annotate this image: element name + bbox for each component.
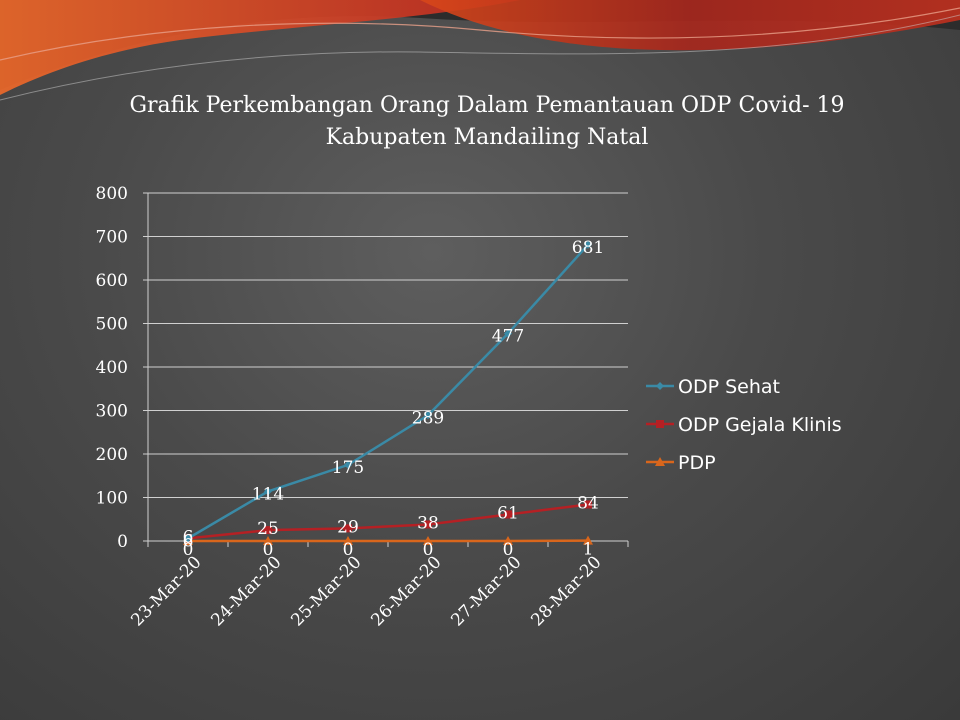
data-point — [344, 460, 352, 469]
y-tick-label: 300 — [96, 402, 128, 422]
y-tick-label: 800 — [96, 184, 128, 204]
data-label: 0 — [343, 540, 354, 560]
data-point — [264, 487, 272, 496]
y-tick-label: 200 — [96, 445, 128, 465]
data-point — [424, 411, 432, 420]
series-line-0 — [187, 243, 589, 540]
x-tick-label: 26-Mar-20 — [367, 552, 445, 630]
data-label: 6 — [183, 527, 194, 547]
legend-label: ODP Gejala Klinis — [678, 414, 842, 436]
header-swoosh — [0, 0, 960, 101]
chart-title-line-1: Grafik Perkembangan Orang Dalam Pemantau… — [129, 93, 844, 118]
data-label: 29 — [337, 517, 359, 537]
y-tick-label: 0 — [117, 532, 128, 552]
legend-label: PDP — [678, 452, 716, 474]
x-tick-label: 23-Mar-20 — [127, 552, 205, 630]
data-point — [424, 520, 432, 529]
data-label: 289 — [412, 408, 444, 428]
data-labels: 6 114 175 289 477 681 6 25 29 38 61 84 0 0 0 0 0 1 — [183, 238, 605, 560]
data-label: 477 — [492, 327, 524, 347]
data-label: 681 — [572, 238, 604, 258]
data-label: 114 — [252, 484, 284, 504]
legend: ODP Sehat ODP Gejala Klinis PDP — [646, 376, 842, 474]
data-label: 6 — [183, 531, 194, 551]
y-tick-label: 700 — [96, 228, 128, 248]
gridlines — [148, 192, 628, 498]
data-label: 61 — [497, 503, 519, 523]
data-point — [583, 535, 593, 545]
legend-marker — [656, 382, 664, 390]
data-point — [184, 534, 192, 543]
data-point — [344, 524, 352, 533]
data-point — [264, 526, 272, 535]
legend-marker — [656, 420, 664, 428]
data-label: 0 — [503, 540, 514, 560]
series-line-1 — [187, 503, 589, 540]
data-label: 0 — [263, 540, 274, 560]
y-tick-label: 600 — [96, 271, 128, 291]
y-tick-label: 500 — [96, 315, 128, 335]
axes — [143, 192, 629, 547]
data-label: 1 — [583, 540, 594, 560]
data-label: 175 — [332, 458, 364, 478]
data-point — [263, 536, 273, 545]
data-point — [504, 329, 512, 338]
x-tick-label: 25-Mar-20 — [287, 552, 365, 630]
x-axis-ticks: 23-Mar-20 24-Mar-20 25-Mar-20 26-Mar-20 27-M… — [127, 552, 605, 630]
data-point — [503, 536, 513, 545]
data-point — [423, 536, 433, 545]
series-lines — [183, 240, 593, 545]
data-label: 0 — [183, 540, 194, 560]
data-label: 25 — [257, 519, 279, 539]
x-tick-label: 24-Mar-20 — [207, 552, 285, 630]
data-label: 38 — [417, 513, 439, 533]
data-point — [343, 536, 353, 545]
data-label: 84 — [577, 493, 599, 513]
data-label: 0 — [423, 540, 434, 560]
legend-label: ODP Sehat — [678, 376, 780, 398]
data-point — [584, 240, 592, 249]
y-tick-label: 400 — [96, 358, 128, 378]
y-tick-label: 100 — [96, 489, 128, 509]
x-tick-label: 27-Mar-20 — [447, 552, 525, 630]
data-point — [584, 500, 592, 509]
y-axis-ticks: 0 100 200 300 400 500 600 700 800 — [96, 184, 128, 552]
legend-marker — [655, 457, 665, 466]
data-point — [504, 510, 512, 519]
chart-title-line-2: Kabupaten Mandailing Natal — [326, 125, 649, 150]
x-tick-label: 28-Mar-20 — [527, 552, 605, 630]
